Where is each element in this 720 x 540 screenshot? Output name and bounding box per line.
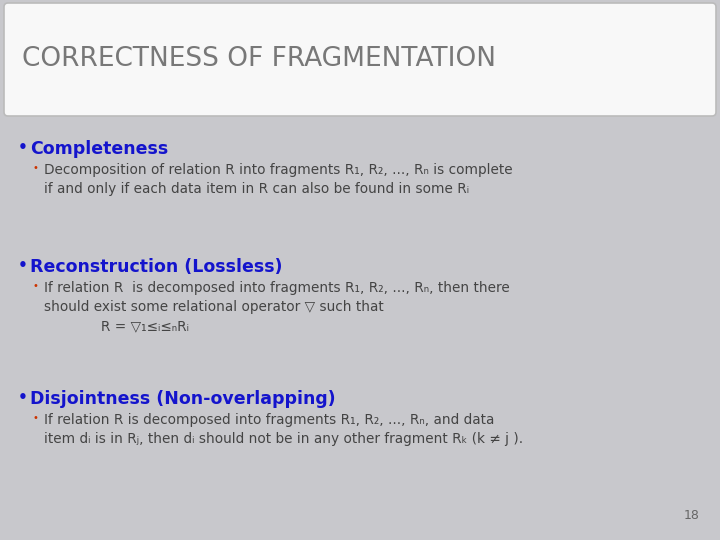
Text: •: • xyxy=(32,163,38,173)
Text: If relation R is decomposed into fragments R₁, R₂, ..., Rₙ, and data
item dᵢ is : If relation R is decomposed into fragmen… xyxy=(44,413,523,446)
Text: Reconstruction (Lossless): Reconstruction (Lossless) xyxy=(30,258,282,276)
Text: •: • xyxy=(32,281,38,291)
FancyBboxPatch shape xyxy=(4,3,716,116)
Text: Decomposition of relation R into fragments R₁, R₂, ..., Rₙ is complete
if and on: Decomposition of relation R into fragmen… xyxy=(44,163,513,196)
Text: •: • xyxy=(18,140,28,155)
Text: 18: 18 xyxy=(684,509,700,522)
Text: •: • xyxy=(18,390,28,405)
Text: Completeness: Completeness xyxy=(30,140,168,158)
Text: CORRECTNESS OF FRAGMENTATION: CORRECTNESS OF FRAGMENTATION xyxy=(22,46,496,72)
Text: •: • xyxy=(18,258,28,273)
Text: Disjointness (Non-overlapping): Disjointness (Non-overlapping) xyxy=(30,390,336,408)
Text: •: • xyxy=(32,413,38,423)
Text: If relation R  is decomposed into fragments R₁, R₂, ..., Rₙ, then there
should e: If relation R is decomposed into fragmen… xyxy=(44,281,510,333)
